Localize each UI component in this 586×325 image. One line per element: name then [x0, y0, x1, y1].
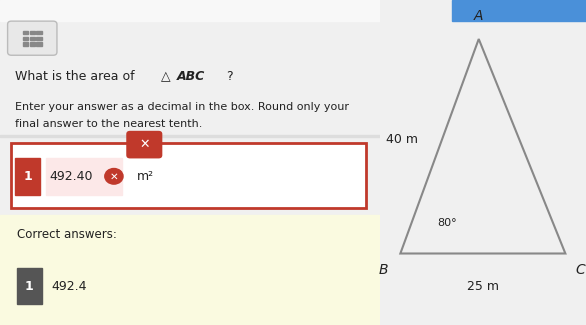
Text: 1: 1 — [25, 280, 34, 292]
Text: 25 m: 25 m — [467, 280, 499, 292]
Bar — [0, 214, 380, 325]
Bar — [0, 135, 380, 136]
Text: 80°: 80° — [438, 217, 457, 227]
Circle shape — [105, 168, 123, 184]
Text: ✕: ✕ — [139, 138, 149, 151]
Bar — [452, 0, 586, 21]
Bar — [36, 31, 42, 34]
FancyBboxPatch shape — [8, 21, 57, 55]
Bar — [23, 31, 28, 34]
Bar — [11, 143, 366, 208]
Bar — [30, 31, 35, 34]
Text: Correct answers:: Correct answers: — [17, 227, 117, 240]
Bar — [36, 43, 42, 46]
Bar — [46, 158, 121, 195]
Text: final answer to the nearest tenth.: final answer to the nearest tenth. — [15, 119, 203, 129]
Text: A: A — [474, 9, 483, 23]
Text: 40 m: 40 m — [386, 133, 418, 146]
Text: ?: ? — [226, 70, 233, 83]
Text: △: △ — [161, 70, 171, 83]
FancyBboxPatch shape — [126, 131, 162, 158]
Bar — [30, 43, 35, 46]
Text: What is the area of: What is the area of — [15, 70, 139, 83]
Text: Enter your answer as a decimal in the box. Round only your: Enter your answer as a decimal in the bo… — [15, 102, 349, 112]
Bar — [36, 37, 42, 40]
Bar — [15, 158, 40, 195]
Text: 492.40: 492.40 — [49, 170, 93, 183]
Text: C: C — [575, 263, 585, 277]
Bar — [23, 37, 28, 40]
Bar — [0, 0, 380, 21]
Bar — [23, 43, 28, 46]
Text: B: B — [379, 263, 388, 277]
Bar — [17, 268, 42, 304]
Text: ✕: ✕ — [110, 171, 118, 181]
Text: 492.4: 492.4 — [51, 280, 87, 292]
Text: 1: 1 — [23, 170, 32, 183]
Text: m²: m² — [137, 170, 154, 183]
Bar — [30, 37, 35, 40]
Text: ABC: ABC — [176, 70, 205, 83]
